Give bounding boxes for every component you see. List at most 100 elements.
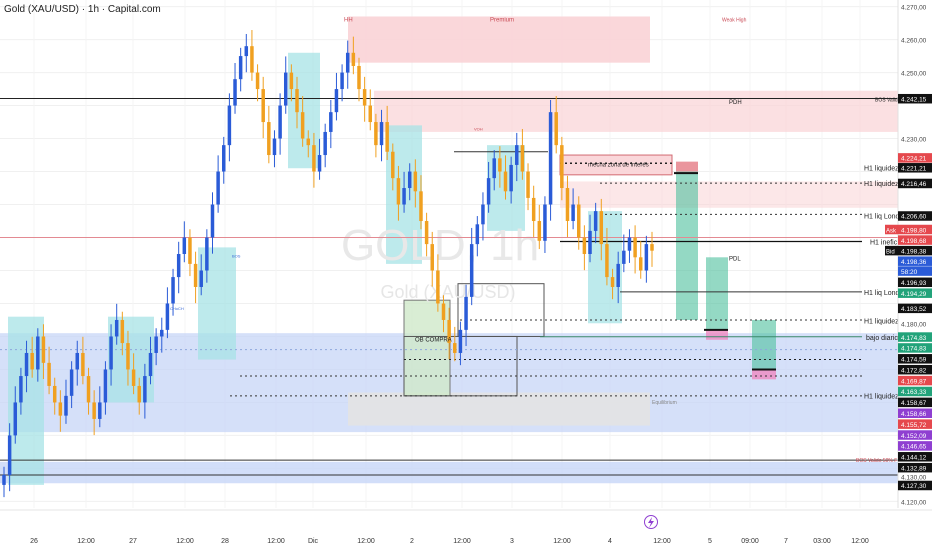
candle[interactable] (120, 311, 125, 356)
candle[interactable] (300, 95, 305, 147)
price-label[interactable]: 58:20 (898, 266, 932, 276)
candle[interactable] (126, 330, 130, 386)
candles[interactable] (2, 30, 654, 498)
candle[interactable] (447, 307, 451, 360)
price-label[interactable]: 4.172,82 (898, 364, 932, 375)
candle[interactable] (481, 192, 485, 241)
candle[interactable] (509, 156, 513, 204)
candle[interactable] (58, 390, 63, 432)
candle[interactable] (312, 132, 316, 188)
candle[interactable] (109, 324, 113, 386)
candle[interactable] (605, 227, 609, 286)
candle[interactable] (244, 33, 249, 73)
candle[interactable] (103, 361, 108, 415)
candle[interactable] (171, 268, 175, 316)
candle[interactable] (30, 336, 34, 378)
candle[interactable] (577, 196, 581, 250)
candle[interactable] (250, 30, 254, 81)
candle[interactable] (216, 155, 220, 213)
candle[interactable] (396, 165, 401, 221)
candle[interactable] (199, 254, 203, 296)
candle[interactable] (340, 64, 344, 102)
candle[interactable] (182, 221, 187, 263)
price-label[interactable]: 4.221,21 (898, 163, 932, 173)
candle[interactable] (362, 76, 367, 122)
candle[interactable] (560, 136, 564, 201)
candle[interactable] (543, 196, 547, 254)
candle[interactable] (638, 241, 643, 279)
candle[interactable] (41, 324, 46, 380)
candle[interactable] (582, 225, 587, 271)
candle[interactable] (588, 214, 592, 263)
price-label[interactable]: 4.174,59 (898, 354, 932, 364)
candle[interactable] (520, 128, 525, 180)
candle[interactable] (593, 202, 598, 244)
candle[interactable] (430, 231, 434, 287)
candle[interactable] (616, 251, 620, 304)
candle[interactable] (627, 229, 632, 263)
candle[interactable] (148, 336, 153, 385)
price-label[interactable]: 4.224,21 (898, 153, 932, 163)
candle[interactable] (255, 64, 260, 102)
candle[interactable] (176, 241, 181, 294)
candle[interactable] (2, 466, 6, 498)
candle[interactable] (515, 132, 519, 182)
candle[interactable] (554, 95, 558, 154)
candle[interactable] (537, 204, 542, 250)
candle[interactable] (323, 123, 327, 168)
candle[interactable] (86, 367, 91, 415)
candle[interactable] (143, 363, 147, 419)
candle[interactable] (622, 234, 626, 273)
price-label[interactable]: 4.158,67 (898, 397, 932, 408)
candle[interactable] (548, 99, 553, 221)
candle[interactable] (458, 321, 463, 366)
candle[interactable] (329, 99, 333, 149)
candle[interactable] (295, 76, 299, 129)
candle[interactable] (419, 175, 423, 230)
candle[interactable] (413, 159, 418, 208)
candle[interactable] (498, 146, 502, 188)
candle[interactable] (531, 185, 536, 238)
price-label[interactable]: 4.132,89 (898, 462, 932, 473)
candle[interactable] (610, 268, 615, 300)
price-label[interactable]: 4.216,46 (898, 178, 932, 189)
candle[interactable] (193, 251, 198, 304)
candle[interactable] (464, 284, 468, 347)
candle[interactable] (36, 328, 40, 382)
candle[interactable] (131, 353, 136, 395)
candle[interactable] (379, 109, 384, 162)
price-label[interactable]: 4.163,33 (898, 386, 932, 397)
price-label[interactable]: 4.206,60 (898, 211, 932, 221)
candle[interactable] (469, 227, 474, 306)
candle[interactable] (492, 150, 496, 191)
candle[interactable] (402, 171, 406, 213)
candle[interactable] (475, 216, 480, 257)
price-label[interactable]: 4.198,36 (898, 256, 932, 266)
candle[interactable] (92, 390, 96, 436)
candle[interactable] (238, 47, 243, 92)
candle[interactable] (503, 155, 508, 200)
candle[interactable] (267, 105, 271, 164)
candle[interactable] (154, 328, 158, 366)
price-label[interactable]: 4.196,93 (898, 277, 932, 288)
candle[interactable] (385, 105, 389, 160)
price-label[interactable]: 4.198,38 Bid (885, 245, 932, 256)
candle[interactable] (272, 130, 277, 168)
price-label[interactable]: 4.155,72 (898, 419, 932, 429)
candle[interactable] (233, 63, 237, 114)
candle[interactable] (75, 340, 79, 386)
candle[interactable] (334, 72, 339, 121)
candle[interactable] (188, 229, 192, 277)
candle[interactable] (345, 40, 350, 89)
candle[interactable] (13, 386, 18, 444)
candle[interactable] (526, 163, 530, 211)
candle[interactable] (165, 287, 170, 339)
price-label[interactable]: 4.198,80 Ask (885, 224, 932, 235)
price-label[interactable]: 4.183,52 (898, 303, 932, 314)
price-label[interactable]: 4.242,15 (898, 93, 932, 104)
price-label[interactable]: 4.169,87 (898, 375, 932, 386)
candle[interactable] (205, 229, 209, 283)
price-label[interactable]: 4.146,65 (898, 441, 932, 451)
candle[interactable] (633, 225, 637, 274)
